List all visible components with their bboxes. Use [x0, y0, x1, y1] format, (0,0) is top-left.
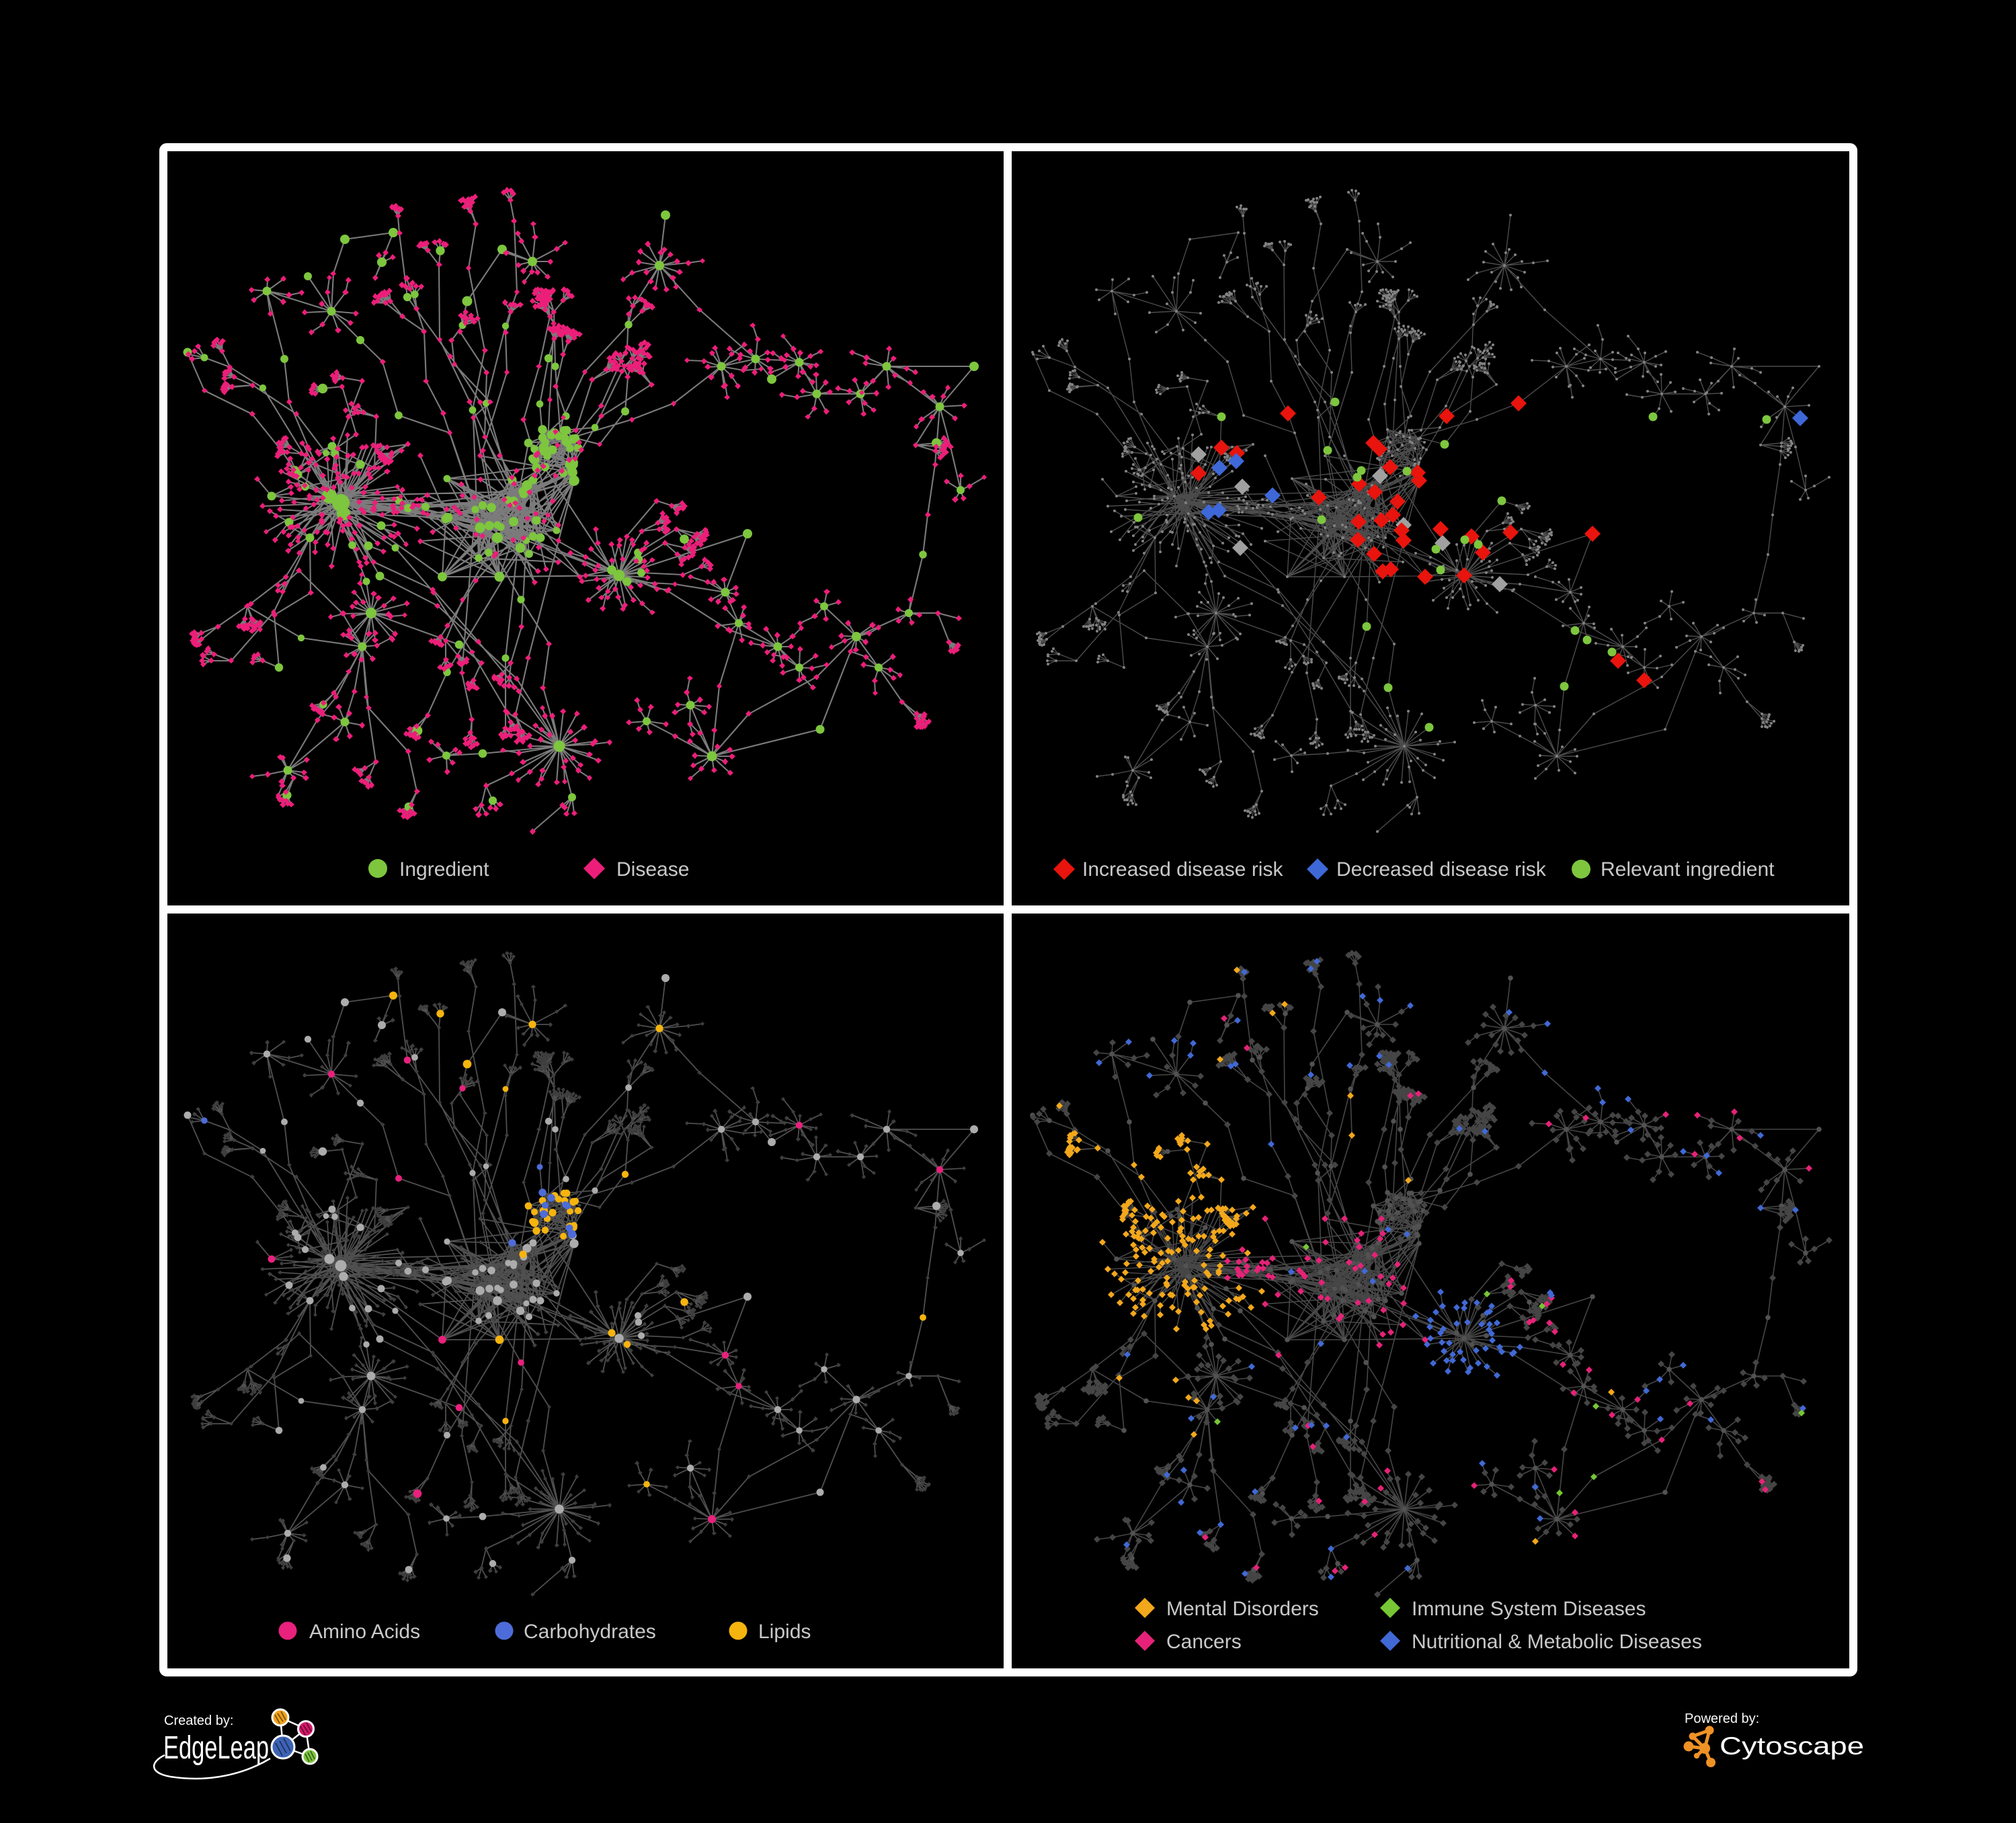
svg-text:Decreased disease risk: Decreased disease risk — [1336, 858, 1547, 881]
svg-text:Cancers: Cancers — [1166, 1631, 1242, 1653]
svg-text:Cytoscape: Cytoscape — [1720, 1732, 1864, 1760]
svg-text:Immune System Diseases: Immune System Diseases — [1412, 1598, 1646, 1620]
svg-text:Amino Acids: Amino Acids — [309, 1621, 420, 1643]
svg-text:Powered by:: Powered by: — [1685, 1711, 1759, 1726]
svg-text:Increased disease risk: Increased disease risk — [1082, 858, 1283, 881]
svg-text:Created by:: Created by: — [164, 1713, 233, 1728]
svg-text:Relevant ingredient: Relevant ingredient — [1601, 858, 1775, 881]
svg-text:Ingredient: Ingredient — [399, 858, 489, 881]
svg-text:Nutritional & Metabolic Diseas: Nutritional & Metabolic Diseases — [1412, 1631, 1702, 1653]
svg-text:Disease: Disease — [616, 858, 689, 881]
svg-text:Mental Disorders: Mental Disorders — [1166, 1598, 1319, 1620]
svg-text:EdgeLeap: EdgeLeap — [163, 1730, 269, 1766]
svg-text:Carbohydrates: Carbohydrates — [524, 1621, 656, 1643]
svg-text:Lipids: Lipids — [758, 1621, 811, 1643]
